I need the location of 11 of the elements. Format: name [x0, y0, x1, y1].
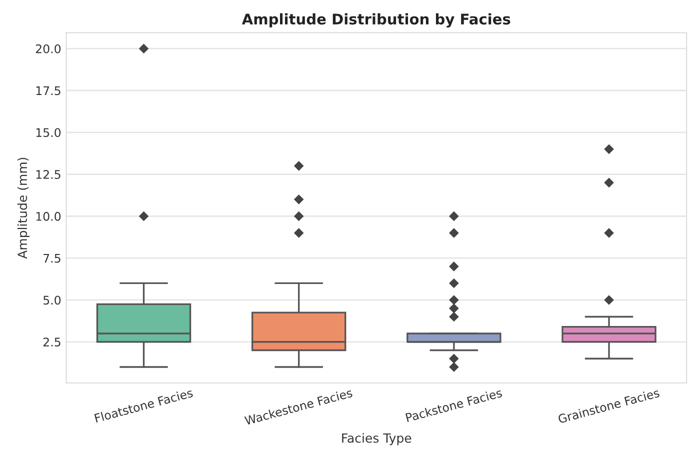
y-tick-label: 5.0: [43, 296, 61, 305]
y-tick-label: 20.0: [36, 44, 61, 54]
y-tick-label: 15.0: [36, 128, 61, 138]
chart-title: Amplitude Distribution by Facies: [242, 13, 510, 28]
y-axis-title: Amplitude (mm): [17, 158, 30, 259]
y-tick-label: 17.5: [36, 86, 60, 96]
y-tick-label: 2.5: [43, 338, 60, 347]
y-tick-label: 7.5: [44, 254, 60, 263]
y-tick-label: 12.5: [36, 170, 60, 179]
x-axis-title: Facies Type: [342, 433, 412, 446]
y-tick-label: 10.0: [36, 212, 61, 221]
